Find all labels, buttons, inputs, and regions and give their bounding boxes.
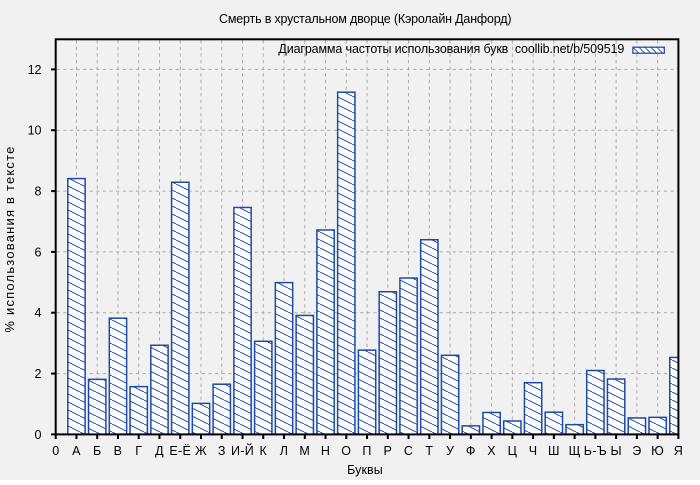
svg-text:Ш: Ш (548, 444, 560, 458)
svg-text:4: 4 (35, 306, 42, 320)
svg-text:Ф: Ф (466, 444, 476, 458)
svg-text:Буквы: Буквы (347, 463, 383, 477)
svg-text:0: 0 (35, 428, 42, 442)
svg-text:2: 2 (35, 367, 42, 381)
svg-text:К: К (259, 444, 267, 458)
svg-text:Ю: Ю (651, 444, 664, 458)
svg-text:Д: Д (155, 444, 164, 458)
svg-text:Х: Х (487, 444, 496, 458)
svg-text:С: С (404, 444, 413, 458)
svg-text:В: В (114, 444, 123, 458)
svg-text:Л: Л (280, 444, 289, 458)
svg-text:12: 12 (28, 63, 42, 77)
svg-text:Т: Т (425, 444, 433, 458)
svg-text:Диаграмма частоты использовани: Диаграмма частоты использования букв coo… (278, 42, 624, 56)
svg-text:П: П (362, 444, 371, 458)
svg-text:Ц: Ц (508, 444, 518, 458)
svg-text:Г: Г (135, 444, 142, 458)
svg-text:О: О (341, 444, 351, 458)
svg-text:6: 6 (35, 245, 42, 259)
svg-text:Р: Р (383, 444, 392, 458)
svg-text:И-Й: И-Й (231, 443, 254, 458)
svg-text:Ы: Ы (610, 444, 621, 458)
svg-text:10: 10 (28, 124, 42, 138)
svg-text:Ч: Ч (529, 444, 538, 458)
svg-text:Ж: Ж (195, 444, 207, 458)
svg-text:З: З (218, 444, 226, 458)
svg-text:А: А (72, 444, 81, 458)
svg-text:Ь-Ъ: Ь-Ъ (584, 444, 607, 458)
svg-text:Э: Э (632, 444, 641, 458)
svg-text:8: 8 (35, 185, 42, 199)
svg-text:0: 0 (52, 444, 59, 458)
svg-text:Е-Ё: Е-Ё (169, 444, 191, 458)
svg-text:У: У (446, 444, 454, 458)
svg-text:Б: Б (93, 444, 102, 458)
svg-text:Н: Н (321, 444, 330, 458)
svg-text:Смерть в хрустальном дворце (К: Смерть в хрустальном дворце (Кэролайн Да… (219, 12, 511, 26)
svg-text:Щ: Щ (569, 444, 581, 458)
svg-text:Я: Я (674, 444, 683, 458)
svg-text:М: М (299, 444, 310, 458)
svg-text:% использования в тексте: % использования в тексте (2, 145, 17, 332)
